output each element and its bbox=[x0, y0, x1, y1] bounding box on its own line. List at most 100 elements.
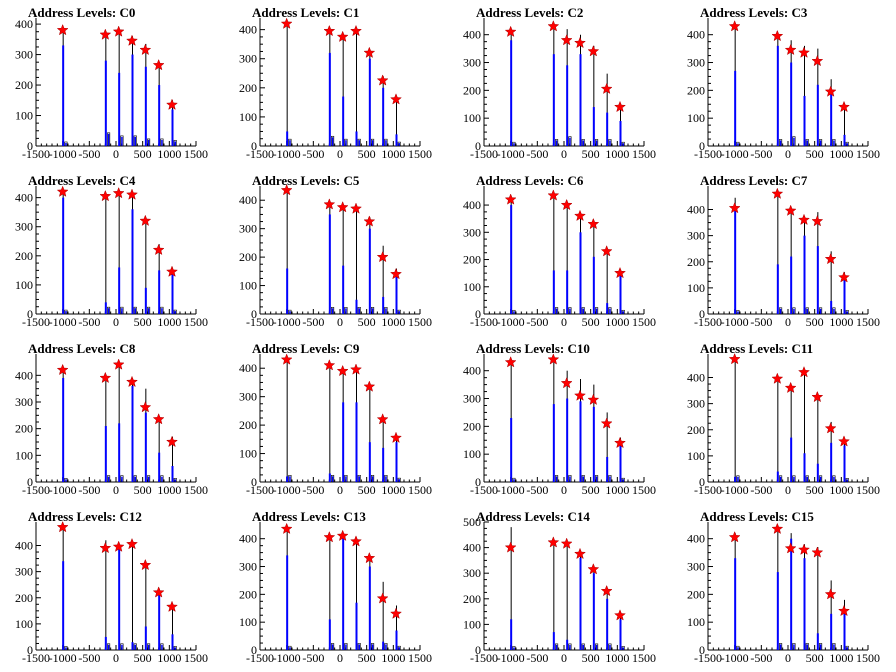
marker-point bbox=[152, 243, 165, 256]
y-tick-label: 200 bbox=[239, 81, 257, 95]
bar-minor-outline bbox=[581, 139, 585, 147]
y-tick-label: 400 bbox=[15, 368, 33, 382]
y-tick-label: 200 bbox=[463, 419, 481, 433]
y-tick-label: 400 bbox=[239, 193, 257, 207]
marker-point bbox=[99, 541, 112, 554]
bar-minor-fill bbox=[513, 311, 515, 314]
panel-title: Address Levels: C4 bbox=[28, 173, 136, 188]
bar-minor-outline bbox=[555, 475, 559, 483]
bar-minor-fill bbox=[345, 644, 347, 650]
marker-point bbox=[587, 45, 600, 57]
y-tick-label: 100 bbox=[463, 280, 481, 294]
bar-minor-fill bbox=[147, 476, 150, 482]
bar-fill bbox=[328, 52, 331, 147]
bar-minor-fill bbox=[819, 308, 822, 314]
bar-minor-outline bbox=[173, 646, 177, 651]
marker-point bbox=[574, 389, 586, 401]
bar-minor-fill bbox=[555, 140, 558, 146]
y-tick-label: 300 bbox=[15, 395, 33, 409]
bar-minor-fill bbox=[819, 476, 822, 482]
bar-fill bbox=[342, 96, 345, 146]
marker-point bbox=[376, 413, 389, 425]
bar-minor-outline bbox=[331, 643, 335, 651]
marker-point bbox=[728, 20, 741, 32]
bar-fill bbox=[790, 62, 793, 146]
marker-point bbox=[390, 93, 402, 105]
bar-fill bbox=[171, 109, 174, 146]
bar-minor-outline bbox=[288, 138, 292, 147]
x-tick-label: -500 bbox=[526, 147, 548, 161]
bar-minor-outline bbox=[845, 141, 849, 147]
x-tick-label: -1000 bbox=[273, 315, 301, 329]
x-tick-label: 1000 bbox=[605, 315, 629, 329]
bar-minor-outline bbox=[512, 477, 516, 483]
bar-minor-outline bbox=[160, 475, 164, 483]
bar-minor-fill bbox=[846, 143, 848, 146]
bar-minor-outline bbox=[107, 643, 111, 651]
bar-minor-outline bbox=[779, 475, 783, 483]
bar-minor-outline bbox=[805, 307, 809, 315]
bar-minor-fill bbox=[819, 140, 822, 146]
bar-minor-fill bbox=[385, 476, 387, 482]
bar-fill bbox=[104, 426, 107, 482]
plot-area: 0 100 200 300 400 -1500-1000 -500 0 500 1000 1500 bbox=[15, 520, 208, 665]
bar-fill bbox=[510, 619, 513, 650]
bar-minor-outline bbox=[608, 139, 612, 147]
bar-fill bbox=[816, 84, 819, 146]
x-tick-label: -500 bbox=[302, 483, 324, 497]
bar-minor-outline bbox=[133, 135, 137, 147]
bar-fill bbox=[790, 256, 793, 314]
bar-minor-fill bbox=[147, 644, 150, 650]
bar-minor-fill bbox=[806, 476, 808, 482]
bar-minor-fill bbox=[161, 644, 163, 650]
bar-minor-fill bbox=[622, 479, 624, 482]
x-tick-label: 0 bbox=[785, 315, 791, 329]
bar-fill bbox=[816, 633, 819, 650]
bar-fill bbox=[118, 72, 121, 146]
bar-minor-outline bbox=[581, 307, 585, 315]
bar-minor-fill bbox=[622, 311, 624, 314]
marker-point bbox=[139, 401, 152, 413]
bar-fill bbox=[355, 402, 358, 482]
bar-minor-outline bbox=[160, 306, 164, 315]
bar-minor-outline bbox=[805, 139, 809, 147]
bar-minor-fill bbox=[289, 647, 291, 650]
y-tick-label: 0 bbox=[699, 475, 705, 489]
bar-minor-fill bbox=[779, 140, 782, 146]
bar-minor-outline bbox=[568, 643, 572, 651]
marker-point bbox=[574, 36, 586, 49]
chart-panel-2: Address Levels: C2 0 100 200 300 400 -1500 -100… bbox=[448, 0, 672, 168]
x-tick-label: -1500 bbox=[694, 147, 722, 161]
bar-fill bbox=[579, 232, 582, 314]
x-tick-label: 1000 bbox=[381, 483, 405, 497]
bar-fill bbox=[131, 642, 134, 650]
bar-minor-outline bbox=[792, 643, 796, 651]
bar-minor-fill bbox=[358, 644, 360, 650]
marker-point bbox=[504, 25, 517, 38]
x-tick-label: 1500 bbox=[184, 651, 208, 665]
y-tick-label: 0 bbox=[699, 643, 705, 657]
bar-minor-fill bbox=[161, 308, 163, 314]
marker-point bbox=[560, 537, 573, 549]
bar-minor-fill bbox=[398, 479, 400, 482]
x-tick-label: 1500 bbox=[408, 651, 432, 665]
x-tick-label: -1500 bbox=[470, 651, 498, 665]
bar-minor-outline bbox=[845, 478, 849, 483]
bar-minor-fill bbox=[806, 140, 808, 146]
bar-minor-fill bbox=[385, 308, 387, 314]
bar-fill bbox=[286, 131, 289, 146]
bar-minor-outline bbox=[357, 475, 361, 483]
y-tick-label: 0 bbox=[27, 475, 33, 489]
y-tick-label: 200 bbox=[687, 255, 705, 269]
bar-minor-fill bbox=[609, 644, 611, 650]
marker-point bbox=[390, 607, 402, 619]
x-tick-label: -1500 bbox=[694, 315, 722, 329]
marker-point bbox=[139, 558, 152, 571]
y-tick-label: 100 bbox=[239, 615, 257, 629]
y-tick-label: 200 bbox=[687, 587, 705, 601]
marker-point bbox=[363, 551, 376, 564]
bar-minor-outline bbox=[608, 643, 612, 651]
x-tick-label: 1500 bbox=[632, 483, 656, 497]
bar-minor-fill bbox=[779, 308, 782, 314]
bar-minor-outline bbox=[331, 135, 335, 147]
